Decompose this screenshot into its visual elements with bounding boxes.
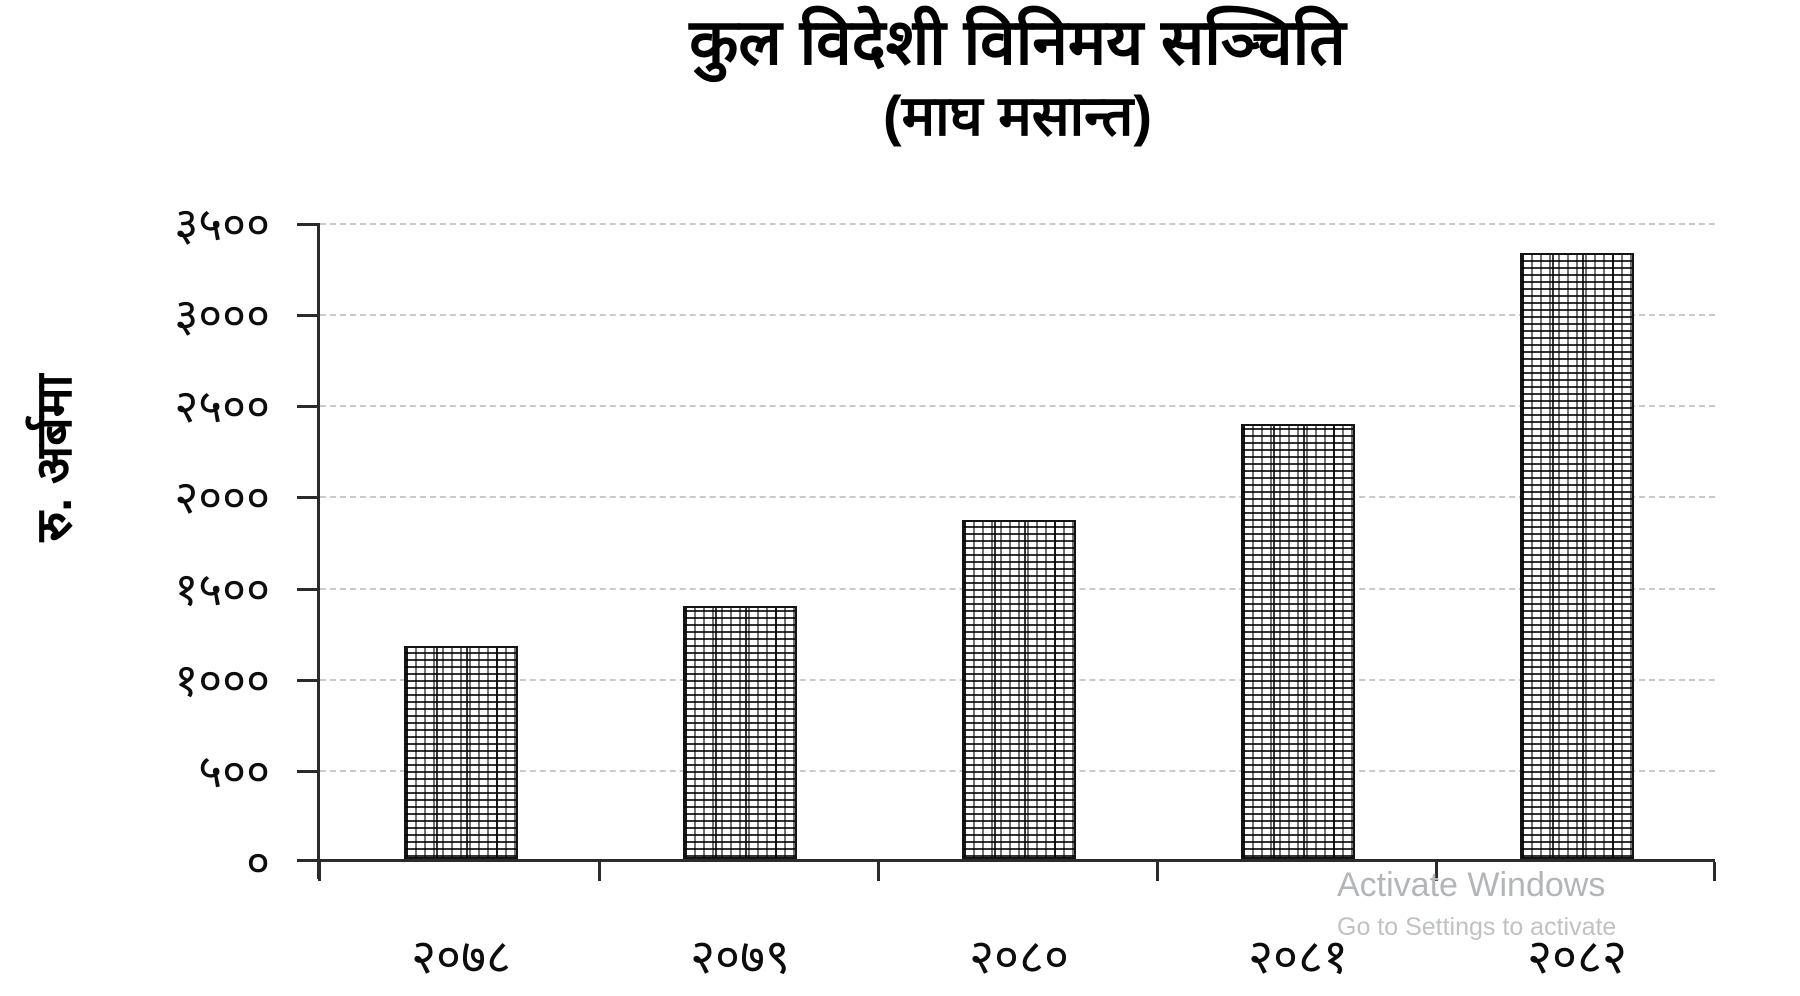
y-tick-label: २५०० bbox=[174, 380, 270, 432]
y-axis-title: रु. अर्बमा bbox=[26, 374, 82, 542]
x-tick-mark bbox=[1435, 862, 1438, 881]
bar-2078 bbox=[404, 645, 518, 859]
y-tick-mark bbox=[297, 223, 317, 226]
watermark-activate-windows: Activate Windows bbox=[1337, 866, 1606, 904]
y-tick-mark bbox=[297, 405, 317, 408]
chart-subtitle: (माघ मसान्त) bbox=[883, 83, 1152, 147]
y-tick-mark bbox=[297, 679, 317, 682]
x-axis-line bbox=[318, 859, 1715, 862]
plot-area: ३५०० ३००० २५०० २००० १५०० १००० ५०० ० २०७८… bbox=[174, 198, 1716, 984]
y-tick-label: ३००० bbox=[174, 289, 270, 341]
y-tick-label: ५०० bbox=[198, 745, 270, 797]
y-tick-mark bbox=[297, 588, 317, 591]
y-tick-label: २००० bbox=[174, 471, 270, 523]
x-tick-mark bbox=[1713, 862, 1716, 881]
x-axis-label-2081: २०८१ bbox=[1248, 931, 1348, 984]
watermark-go-to-settings: Go to Settings to activate bbox=[1337, 913, 1617, 941]
y-axis-line bbox=[317, 223, 320, 879]
x-axis-label-2079: २०७९ bbox=[690, 931, 790, 984]
gridline-2500 bbox=[320, 405, 1715, 407]
chart-title: कुल विदेशी विनिमय सञ्चिति bbox=[689, 6, 1346, 78]
bar-2079 bbox=[683, 605, 797, 859]
bar-2081 bbox=[1241, 424, 1355, 859]
bar-2082 bbox=[1520, 252, 1634, 859]
x-axis-label-2082: २०८२ bbox=[1527, 931, 1627, 984]
y-tick-mark bbox=[297, 770, 317, 773]
gridline-3000 bbox=[320, 314, 1715, 316]
x-axis-label-2078: २०७८ bbox=[411, 931, 511, 984]
x-tick-mark bbox=[1156, 862, 1159, 881]
y-tick-label: १००० bbox=[174, 654, 270, 706]
chart-title-block: कुल विदेशी विनिमय सञ्चिति (माघ मसान्त) bbox=[320, 6, 1715, 148]
y-tick-label: ० bbox=[246, 836, 270, 888]
x-tick-mark bbox=[877, 862, 880, 881]
bar-2080 bbox=[962, 519, 1076, 859]
x-tick-mark bbox=[318, 862, 321, 881]
x-tick-mark bbox=[598, 862, 601, 881]
y-tick-label: १५०० bbox=[174, 563, 270, 615]
y-tick-mark bbox=[297, 859, 317, 862]
gridline-2000 bbox=[320, 496, 1715, 498]
y-tick-label: ३५०० bbox=[174, 198, 270, 250]
gridline-3500 bbox=[320, 223, 1715, 225]
y-tick-mark bbox=[297, 496, 317, 499]
x-axis-label-2080: २०८० bbox=[969, 931, 1069, 984]
y-tick-mark bbox=[297, 314, 317, 317]
